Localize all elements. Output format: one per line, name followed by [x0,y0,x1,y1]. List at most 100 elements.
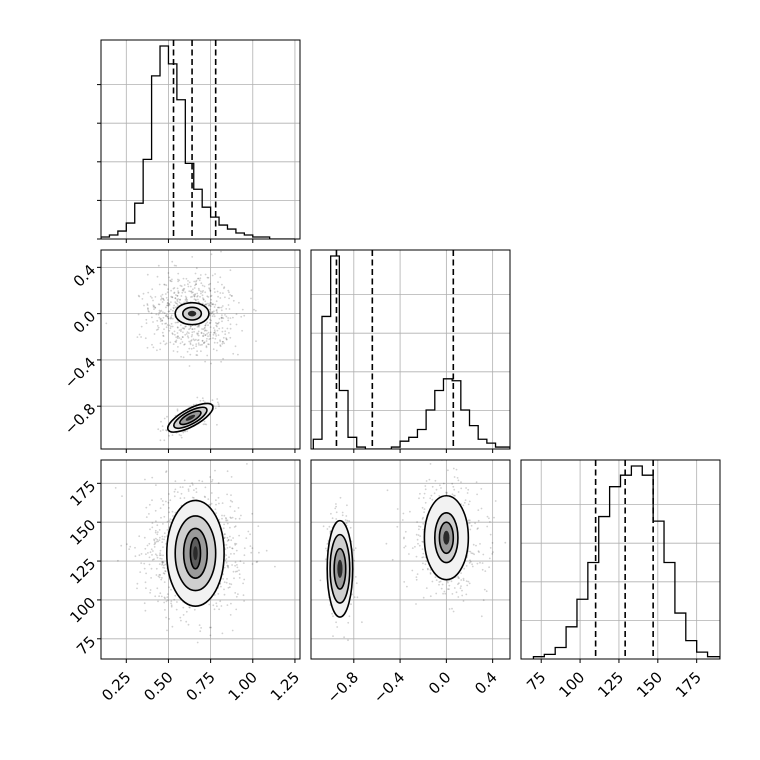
sample-point [209,333,211,336]
sample-point [452,467,455,470]
sample-point [153,538,156,541]
sample-point [215,602,218,605]
sample-point [227,539,230,542]
sample-point [148,556,151,559]
sample-point [204,273,207,276]
sample-point [155,540,158,543]
sample-point [159,552,162,555]
sample-point [213,332,216,334]
sample-point [235,543,238,545]
sample-point [159,317,162,320]
sample-point [183,497,186,499]
sample-point [169,499,172,502]
sample-point [214,508,217,511]
sample-point [161,425,164,428]
sample-point [238,577,241,579]
sample-point [251,547,254,549]
sample-point [455,468,458,471]
sample-point [212,313,215,316]
sample-point [457,479,460,482]
sample-point [210,492,213,494]
sample-point [223,588,225,591]
sample-point [208,287,211,289]
sample-point [196,333,199,336]
sample-point [466,492,469,494]
sample-point [234,564,237,567]
sample-point [165,616,168,619]
sample-point [204,334,207,336]
sample-point [416,521,418,523]
sample-point [226,564,229,567]
sample-point [222,357,225,360]
sample-point [153,308,155,310]
sample-point [175,294,177,296]
sample-point [165,600,168,603]
sample-point [174,297,177,300]
sample-point [144,547,147,550]
sample-point [139,571,142,573]
sample-point [171,434,174,436]
sample-point [214,303,217,306]
sample-point [148,310,150,313]
sample-point [150,548,153,551]
sample-point [422,522,425,525]
sample-point [426,567,429,570]
sample-point [162,334,165,337]
sample-point [457,583,459,586]
sample-point [221,340,224,343]
sample-point [179,298,181,301]
sample-point [428,478,431,481]
sample-point [201,294,204,297]
sample-point [446,580,449,583]
sample-point [403,581,406,583]
sample-point [192,291,194,294]
sample-point [197,277,199,280]
sample-point [471,552,474,555]
sample-point [204,486,207,489]
sample-point [493,516,495,519]
sample-point [167,317,170,320]
sample-point [468,582,471,585]
sample-point [151,343,153,346]
sample-point [147,307,149,310]
sample-point [172,515,174,517]
sample-point [184,430,187,433]
sample-point [476,562,479,565]
sample-point [431,580,434,583]
sample-point [480,488,483,490]
sample-point [205,303,208,306]
sample-point [162,564,165,567]
sample-point [197,277,200,280]
sample-point [168,324,171,327]
sample-point [203,341,205,344]
sample-point [146,273,149,276]
sample-point [417,534,420,536]
sample-point [457,491,460,493]
sample-point [167,310,170,313]
sample-point [179,486,182,488]
sample-point [249,533,252,536]
sample-point [208,283,210,286]
sample-point [229,323,232,326]
sample-point [419,492,421,495]
sample-point [225,519,228,522]
sample-point [191,496,194,499]
sample-point [178,337,181,339]
sample-point [322,525,325,528]
sample-point [168,329,171,332]
sample-point [164,570,167,572]
sample-point [197,334,200,337]
sample-point [421,540,424,543]
sample-point [467,503,470,506]
sample-point [167,501,170,504]
sample-point [195,299,197,302]
sample-point [136,582,139,585]
sample-point [236,570,239,573]
sample-point [458,577,460,579]
sample-point [171,317,174,320]
density-core [337,559,343,578]
sample-point [448,608,451,610]
sample-point [144,337,147,340]
sample-point [181,486,184,488]
sample-point [234,561,237,564]
